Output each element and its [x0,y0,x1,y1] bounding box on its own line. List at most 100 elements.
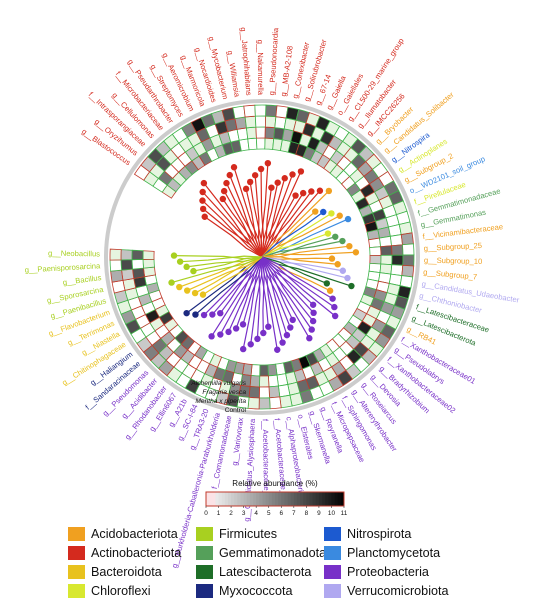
legend-label: Myxococcota [219,583,293,598]
tree-leaf-node [190,267,197,275]
tree-leaf-node [239,345,247,353]
tree-leaf-node [265,323,272,330]
scale-gradient-step [206,492,210,506]
heatmap-cell [380,245,393,256]
tree-leaf-node [279,339,286,346]
tree-leaf-node [230,164,238,171]
heatmap-cell [245,126,257,140]
tree-branch [171,256,263,284]
legend-swatch [196,564,213,579]
heatmap-cell [142,250,155,260]
scale-gradient-step [293,492,298,506]
legend-label: Proteobacteria [347,564,429,579]
tree-leaf-node [297,168,305,175]
tree-leaf-node [200,311,208,319]
tree-leaf-node [183,263,190,271]
legend-label: Gemmatimonadota [219,545,327,560]
tree-leaf-node [283,331,291,339]
tree-branch [261,174,294,258]
tree-branch [180,255,263,263]
tree-branch [261,256,338,265]
heatmap-cell [380,254,393,266]
tree-leaf-node [329,295,336,302]
heatmap-cell [259,375,270,388]
tree-branch [261,182,279,258]
tree-branch [254,175,263,258]
tree-leaf-node [183,287,191,294]
tree-branch [223,190,263,258]
heatmap-cell [247,396,260,410]
heatmap-cell [254,115,267,128]
heatmap-cell [110,269,124,283]
scale-gradient-step [328,492,332,506]
scale-gradient-step [312,492,317,506]
scale-gradient-step [337,492,342,506]
heatmap-cell [402,243,415,256]
heatmap-cell [250,364,261,377]
scale-gradient-step [278,492,282,506]
scale-gradient-step [315,492,320,506]
tree-leaf-node [348,282,355,290]
heatmap-cell [249,375,261,388]
tree-leaf-node [309,317,317,325]
heatmap-cell [402,254,415,267]
heatmap-ring [104,99,420,415]
legend-item-gemma: Gemmatimonadota [196,544,326,561]
tree-leaf-node [219,195,227,203]
legend-swatch [324,545,341,560]
heatmap-cell [258,386,270,399]
taxon-label: f__Acetobacteraceae_01 [261,419,271,504]
heatmap-cell [143,266,156,278]
heatmap-cell [132,267,146,279]
heatmap-cell [390,264,404,276]
scale-gradient-step [227,492,232,506]
tree-leaf-node [336,212,343,219]
heatmap-cell [236,127,249,141]
tree-leaf-node [217,309,224,317]
tree-branch [261,211,324,258]
tree-leaf-node [308,188,315,195]
scale-title: Relative abundance (%) [232,479,318,488]
heatmap-cell [255,126,266,139]
tree-leaf-node [239,321,247,328]
tree-branch [202,256,263,296]
tree-branch [261,256,348,279]
tree-leaf-node [209,311,216,318]
tree-leaf-node [334,261,341,268]
tree-leaf-node [292,192,299,199]
scale-tick-label: 11 [341,510,348,517]
heatmap-cell [121,268,135,281]
heatmap-cell [369,254,382,265]
heatmap-cell [131,259,144,270]
scale-gradient-step [325,492,329,506]
scale-gradient-step [224,492,229,506]
tree-leaf-node [289,316,296,324]
scale-frame [205,491,345,507]
tree-branch [211,256,263,337]
heatmap-cell [267,374,279,388]
heatmap-cell [109,248,122,261]
tree-branch [174,255,263,260]
tree-branch [260,163,269,258]
taxon-label: g__Subgroup_7 [423,267,478,281]
tree-branch [261,215,341,258]
tree-branch [195,256,263,316]
tree-leaf-node [306,335,313,342]
tree-leaf-node [328,255,336,262]
legend-item-bactero: Bacteroidota [68,563,162,580]
scale-tick-label: 4 [254,510,258,517]
scale-gradient-step [262,492,266,506]
heatmap-cell [254,104,267,117]
heatmap-cell [120,249,133,261]
tree-leaf-node [331,312,339,320]
legend-item-verruco: Verrucomicrobiota [324,582,449,599]
tree-leaf-node [312,208,319,215]
tree-leaf-node [199,197,206,204]
scale-gradient-step [296,492,301,506]
tree-leaf-node [199,205,207,213]
tree-leaf-node [328,210,335,217]
tree-leaf-node [168,279,175,286]
legend-label: Nitrospirota [347,526,412,541]
tree-leaf-node [316,187,324,194]
scale-gradient-step [209,492,213,506]
